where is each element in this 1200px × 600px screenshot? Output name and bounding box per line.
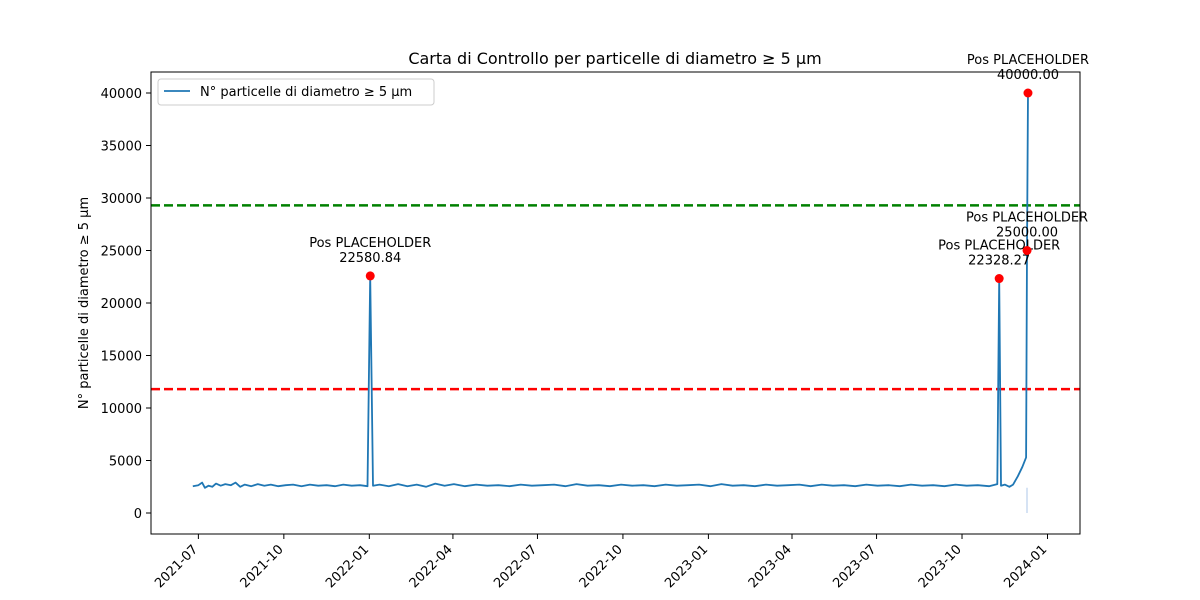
x-tick-label: 2021-07 bbox=[152, 542, 201, 591]
legend: N° particelle di diametro ≥ 5 µm bbox=[157, 78, 435, 106]
y-tick-label: 0 bbox=[134, 507, 142, 522]
chart-title: Carta di Controllo per particelle di dia… bbox=[408, 49, 821, 68]
y-tick-label: 35000 bbox=[101, 140, 142, 155]
highlight-point-2 bbox=[994, 274, 1004, 284]
annotation-label-1: Pos PLACEHOLDER bbox=[309, 236, 431, 251]
x-tick-label: 2023-01 bbox=[662, 542, 711, 591]
x-tick-label: 2022-04 bbox=[407, 542, 456, 591]
annotation-label-4: Pos PLACEHOLDER bbox=[967, 53, 1089, 68]
x-tick-label: 2023-10 bbox=[916, 542, 965, 591]
annotation-label-3: Pos PLACEHOLDER bbox=[966, 211, 1088, 226]
highlight-point-3 bbox=[1022, 246, 1032, 255]
highlight-point-4 bbox=[1023, 88, 1033, 98]
annotation-value-3: 25000.00 bbox=[996, 226, 1058, 241]
legend-entry-label: N° particelle di diametro ≥ 5 µm bbox=[200, 85, 412, 100]
y-tick-label: 30000 bbox=[101, 192, 142, 207]
annotation-label-2: Pos PLACEHOLDER bbox=[938, 239, 1060, 254]
plot-clipped-content bbox=[151, 92, 1080, 513]
series-line-1 bbox=[192, 92, 1029, 489]
y-tick-label: 20000 bbox=[101, 297, 142, 312]
annotation-value-1: 22580.84 bbox=[339, 251, 401, 266]
annotation-value-4: 40000.00 bbox=[997, 68, 1059, 83]
y-tick-label: 15000 bbox=[101, 350, 142, 365]
x-tick-label: 2021-10 bbox=[238, 542, 287, 591]
axes-frame bbox=[150, 71, 1081, 535]
y-tick-label: 40000 bbox=[101, 87, 142, 102]
y-tick-label: 5000 bbox=[109, 455, 142, 470]
x-tick-label: 2023-04 bbox=[746, 542, 795, 591]
x-tick-label: 2022-07 bbox=[491, 542, 540, 591]
y-tick-label: 25000 bbox=[101, 245, 142, 260]
x-tick-label: 2022-10 bbox=[577, 542, 626, 591]
x-tick-label: 2022-01 bbox=[323, 542, 372, 591]
y-tick-label: 10000 bbox=[101, 402, 142, 417]
x-tick-label: 2024-01 bbox=[1001, 542, 1050, 591]
annotation-value-2: 22328.27 bbox=[968, 254, 1030, 269]
x-tick-label: 2023-07 bbox=[830, 542, 879, 591]
legend-box bbox=[157, 78, 435, 106]
highlight-point-1 bbox=[365, 271, 375, 281]
y-axis-label: N° particelle di diametro ≥ 5 µm bbox=[77, 197, 92, 409]
